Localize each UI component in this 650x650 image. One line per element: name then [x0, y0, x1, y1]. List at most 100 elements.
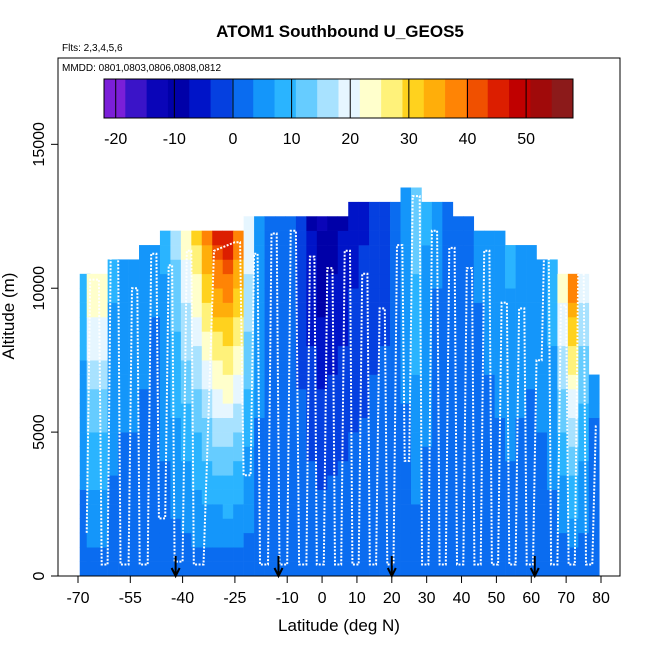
heatmap-cell	[578, 561, 590, 577]
heatmap-cell	[201, 302, 213, 318]
heatmap-cell	[410, 374, 422, 390]
heatmap-cell	[348, 288, 359, 303]
heatmap-cell	[473, 388, 485, 404]
heatmap-cell	[306, 388, 318, 404]
heatmap-cell	[191, 518, 203, 534]
heatmap-cell	[180, 288, 192, 303]
heatmap-cell	[390, 403, 401, 419]
heatmap-cell	[358, 532, 370, 548]
heatmap-cell	[191, 388, 203, 404]
heatmap-cell	[379, 446, 391, 462]
heatmap-cell	[191, 532, 203, 548]
heatmap-cell	[275, 360, 286, 375]
heatmap-cell	[159, 259, 171, 275]
heatmap-cell	[410, 317, 422, 332]
heatmap-cell	[159, 460, 171, 476]
heatmap-cell	[369, 446, 380, 462]
heatmap-cell	[243, 288, 255, 303]
heatmap-cell	[526, 446, 537, 462]
heatmap-cell	[452, 388, 464, 404]
heatmap-cell	[128, 374, 140, 390]
y-tick-label: 15000	[31, 122, 48, 167]
heatmap-cell	[170, 273, 182, 289]
heatmap-cell	[337, 417, 349, 433]
heatmap-cell	[201, 547, 213, 562]
heatmap-cell	[421, 417, 433, 433]
heatmap-cell	[316, 245, 328, 260]
heatmap-cell	[400, 288, 412, 303]
heatmap-cell	[442, 417, 454, 433]
heatmap-cell	[505, 374, 516, 390]
heatmap-cell	[442, 288, 454, 303]
heatmap-cell	[546, 345, 558, 361]
heatmap-cell	[515, 547, 527, 562]
heatmap-cell	[337, 504, 349, 519]
heatmap-cell	[379, 504, 391, 519]
heatmap-cell	[410, 331, 422, 347]
heatmap-cell	[337, 518, 349, 534]
heatmap-cell	[410, 245, 422, 260]
heatmap-cell	[400, 360, 412, 375]
heatmap-cell	[546, 532, 558, 548]
heatmap-cell	[264, 547, 276, 562]
colorbar-cell	[423, 79, 446, 118]
heatmap-cell	[86, 446, 98, 462]
heatmap-cell	[86, 374, 98, 390]
heatmap-cell	[212, 374, 223, 390]
heatmap-cell	[348, 547, 359, 562]
heatmap-cell	[243, 446, 255, 462]
heatmap-cell	[191, 245, 203, 260]
heatmap-cell	[264, 273, 276, 289]
heatmap-cell	[379, 259, 391, 275]
heatmap-cell	[170, 317, 182, 332]
heatmap-cell	[442, 518, 454, 534]
heatmap-cell	[536, 288, 548, 303]
heatmap-cell	[546, 374, 558, 390]
colorbar-cell	[253, 79, 275, 118]
heatmap-cell	[191, 403, 203, 419]
heatmap-cell	[118, 432, 129, 447]
heatmap-cell	[442, 446, 454, 462]
heatmap-cell	[567, 403, 579, 419]
heatmap-cell	[452, 360, 464, 375]
heatmap-cell	[201, 345, 213, 361]
heatmap-cell	[306, 547, 318, 562]
heatmap-cell	[107, 432, 119, 447]
heatmap-cell	[442, 259, 454, 275]
heatmap-cell	[306, 561, 318, 577]
heatmap-cell	[410, 360, 422, 375]
heatmap-cell	[505, 403, 516, 419]
heatmap-cell	[526, 460, 537, 476]
heatmap-cell	[159, 504, 171, 519]
heatmap-cell	[442, 547, 454, 562]
heatmap-cell	[233, 388, 244, 404]
heatmap-cell	[316, 259, 328, 275]
heatmap-cell	[275, 259, 286, 275]
heatmap-cell	[578, 547, 590, 562]
heatmap-cell	[79, 475, 91, 490]
heatmap-cell	[107, 561, 119, 577]
heatmap-cell	[348, 230, 359, 246]
heatmap-cell	[295, 345, 307, 361]
heatmap-cell	[316, 273, 328, 289]
heatmap-cell	[264, 475, 276, 490]
heatmap-cell	[233, 302, 244, 318]
heatmap-cell	[180, 561, 192, 577]
colorbar-cell	[317, 79, 339, 118]
heatmap-cell	[212, 460, 223, 476]
heatmap-cell	[452, 475, 464, 490]
heatmap-cell	[275, 273, 286, 289]
heatmap-cell	[452, 518, 464, 534]
heatmap-cell	[494, 302, 506, 318]
heatmap-cell	[243, 374, 255, 390]
x-tick-label: 80	[592, 590, 610, 607]
heatmap-cell	[159, 547, 171, 562]
heatmap-cell	[557, 432, 569, 447]
heatmap-cell	[473, 446, 485, 462]
heatmap-cell	[546, 360, 558, 375]
heatmap-cell	[400, 460, 412, 476]
heatmap-cell	[484, 259, 495, 275]
heatmap-cell	[254, 273, 265, 289]
heatmap-cell	[264, 216, 276, 231]
heatmap-cell	[515, 259, 527, 275]
